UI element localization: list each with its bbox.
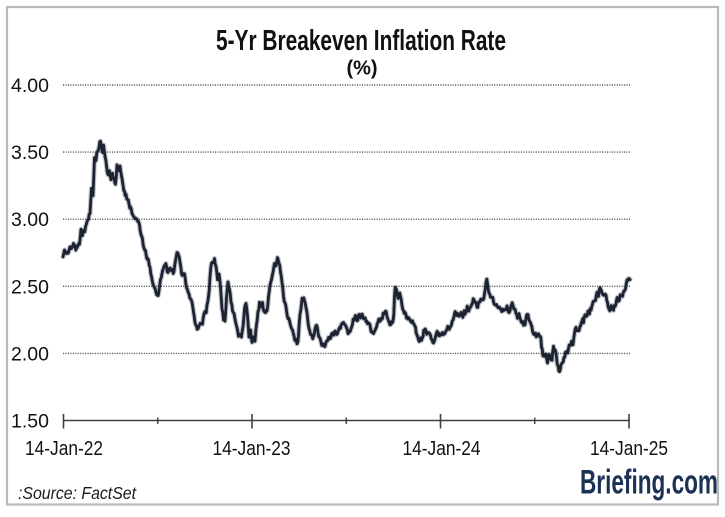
svg-text:2.00: 2.00 [11,343,49,365]
svg-text::Source: FactSet: :Source: FactSet [18,483,137,503]
svg-text:1.50: 1.50 [11,411,49,433]
svg-text:3.50: 3.50 [11,142,49,164]
svg-text:Briefing.com: Briefing.com [580,464,718,502]
svg-text:14-Jan-24: 14-Jan-24 [403,438,481,460]
svg-text:14-Jan-23: 14-Jan-23 [213,438,291,460]
svg-text:3.00: 3.00 [11,209,49,231]
svg-text:14-Jan-22: 14-Jan-22 [25,438,103,460]
svg-text:2.50: 2.50 [11,276,49,298]
svg-text:(%): (%) [346,58,377,80]
svg-text:14-Jan-25: 14-Jan-25 [590,438,668,460]
svg-text:5-Yr Breakeven Inflation Rate: 5-Yr Breakeven Inflation Rate [216,25,506,57]
svg-text:4.00: 4.00 [11,75,49,97]
